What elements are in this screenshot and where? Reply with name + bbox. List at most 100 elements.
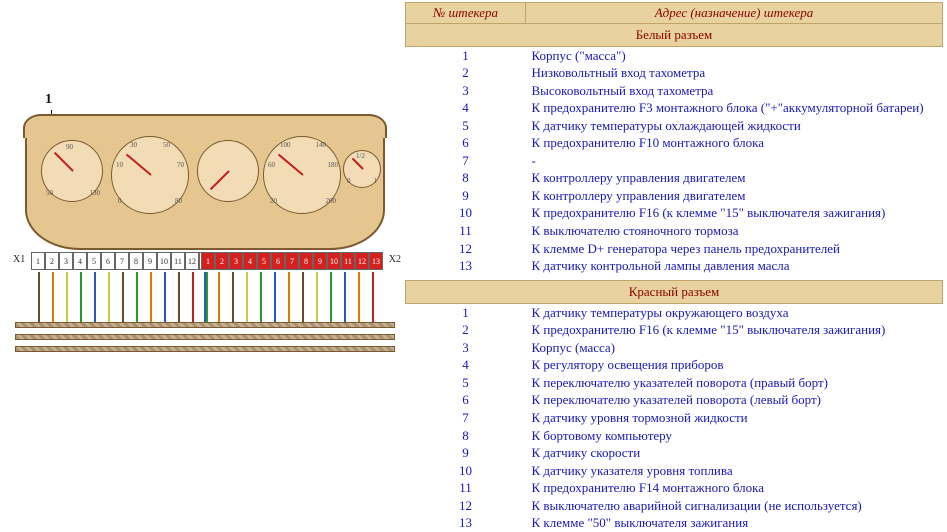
table-row: 5К переключателю указателей поворота (пр… [406, 374, 943, 392]
wire [136, 272, 138, 322]
pinout-table-panel: № штекера Адрес (назначение) штекера Бел… [405, 0, 947, 522]
col-header-number: № штекера [406, 3, 526, 24]
cell-pin-number: 5 [406, 374, 526, 392]
cell-pin-desc: К клемме "50" выключателя зажигания [526, 514, 943, 532]
cable-tray [15, 322, 395, 328]
cell-pin-number: 2 [406, 64, 526, 82]
wire [288, 272, 290, 322]
cell-pin-number: 12 [406, 240, 526, 258]
wire [122, 272, 124, 322]
table-row: 10К датчику указателя уровня топлива [406, 462, 943, 480]
wire [52, 272, 54, 322]
cell-pin-number: 7 [406, 409, 526, 427]
cell-pin-desc: К бортовому компьютеру [526, 427, 943, 445]
table-row: 10К предохранителю F16 (к клемме "15" вы… [406, 204, 943, 222]
cell-pin-desc: К контроллеру управления двигателем [526, 169, 943, 187]
cell-pin-number: 10 [406, 204, 526, 222]
cell-pin-number: 4 [406, 99, 526, 117]
table-row: 6К переключателю указателей поворота (ле… [406, 391, 943, 409]
cell-pin-desc: К датчику контрольной лампы давления мас… [526, 257, 943, 275]
connector-pin: 13 [369, 252, 383, 270]
cable-tray [15, 346, 395, 352]
table-row: 12К выключателю аварийной сигнализации (… [406, 497, 943, 515]
cell-pin-number: 11 [406, 222, 526, 240]
needle [126, 154, 152, 176]
table-row: 2Низковольтный вход тахометра [406, 64, 943, 82]
cell-pin-desc: К выключателю стояночного тормоза [526, 222, 943, 240]
cell-pin-number: 9 [406, 444, 526, 462]
connector-pin: 11 [171, 252, 185, 270]
cell-pin-number: 13 [406, 257, 526, 275]
cell-pin-number: 13 [406, 514, 526, 532]
wire [164, 272, 166, 322]
gauge-tachometer: 0 10 30 50 70 80 [111, 136, 189, 214]
callout-1: 1 [45, 92, 52, 108]
table-row: 13К клемме "50" выключателя зажигания [406, 514, 943, 532]
instrument-cluster: 50 90 130 0 10 30 50 70 80 20 60 100 [25, 130, 385, 250]
connector-pin: 2 [45, 252, 59, 270]
connector-pin: 10 [327, 252, 341, 270]
gauge-temp: 50 90 130 [41, 140, 103, 202]
cell-pin-desc: К датчику уровня тормозной жидкости [526, 409, 943, 427]
table-row: 3Высоковольтный вход тахометра [406, 82, 943, 100]
connector-pin: 7 [285, 252, 299, 270]
table-row: 6К предохранителю F10 монтажного блока [406, 134, 943, 152]
connector-pin: 3 [59, 252, 73, 270]
connector-label-x1: X1 [13, 254, 25, 265]
cell-pin-number: 3 [406, 82, 526, 100]
wire [302, 272, 304, 322]
connector-pin: 8 [129, 252, 143, 270]
table-row: 2К предохранителю F16 (к клемме "15" вык… [406, 321, 943, 339]
wire [150, 272, 152, 322]
wire [358, 272, 360, 322]
cell-pin-number: 7 [406, 152, 526, 170]
cell-pin-number: 11 [406, 479, 526, 497]
cell-pin-number: 4 [406, 356, 526, 374]
wire [66, 272, 68, 322]
cell-pin-desc: К предохранителю F14 монтажного блока [526, 479, 943, 497]
wire [274, 272, 276, 322]
wire [246, 272, 248, 322]
cell-pin-desc: К клемме D+ генератора через панель пред… [526, 240, 943, 258]
wire [94, 272, 96, 322]
cell-pin-desc: Корпус (масса) [526, 339, 943, 357]
cell-pin-number: 12 [406, 497, 526, 515]
gauge-speedometer: 20 60 100 140 180 200 [263, 136, 341, 214]
needle [210, 170, 230, 190]
wire [108, 272, 110, 322]
connector-white: 12345678910111213 [31, 252, 213, 272]
cell-pin-number: 8 [406, 169, 526, 187]
cell-pin-desc: - [526, 152, 943, 170]
table-row: 11К выключателю стояночного тормоза [406, 222, 943, 240]
table-row: 4К предохранителю F3 монтажного блока ("… [406, 99, 943, 117]
wire [218, 272, 220, 322]
connector-label-x2: X2 [389, 254, 401, 265]
wire [204, 272, 206, 322]
connector-pin: 9 [143, 252, 157, 270]
cell-pin-desc: К датчику температуры окружающего воздух… [526, 303, 943, 321]
cell-pin-number: 10 [406, 462, 526, 480]
wire [80, 272, 82, 322]
wire [344, 272, 346, 322]
table-row: 13К датчику контрольной лампы давления м… [406, 257, 943, 275]
connector-pin: 6 [271, 252, 285, 270]
wire [372, 272, 374, 322]
connector-red: 12345678910111213 [201, 252, 383, 272]
cell-pin-desc: Низковольтный вход тахометра [526, 64, 943, 82]
cell-pin-number: 6 [406, 134, 526, 152]
cell-pin-number: 8 [406, 427, 526, 445]
cell-pin-desc: К датчику температуры охлаждающей жидкос… [526, 117, 943, 135]
connector-pin: 1 [201, 252, 215, 270]
connector-pin: 12 [185, 252, 199, 270]
cell-pin-desc: К предохранителю F16 (к клемме "15" выкл… [526, 204, 943, 222]
cell-pin-desc: Корпус ("масса") [526, 46, 943, 64]
table-row: 8К контроллеру управления двигателем [406, 169, 943, 187]
cell-pin-number: 3 [406, 339, 526, 357]
connector-pin: 8 [299, 252, 313, 270]
wire [38, 272, 40, 322]
section-header: Красный разъем [406, 281, 943, 304]
needle [54, 152, 74, 172]
connector-pin: 4 [73, 252, 87, 270]
table-row: 8К бортовому компьютеру [406, 427, 943, 445]
cell-pin-number: 9 [406, 187, 526, 205]
